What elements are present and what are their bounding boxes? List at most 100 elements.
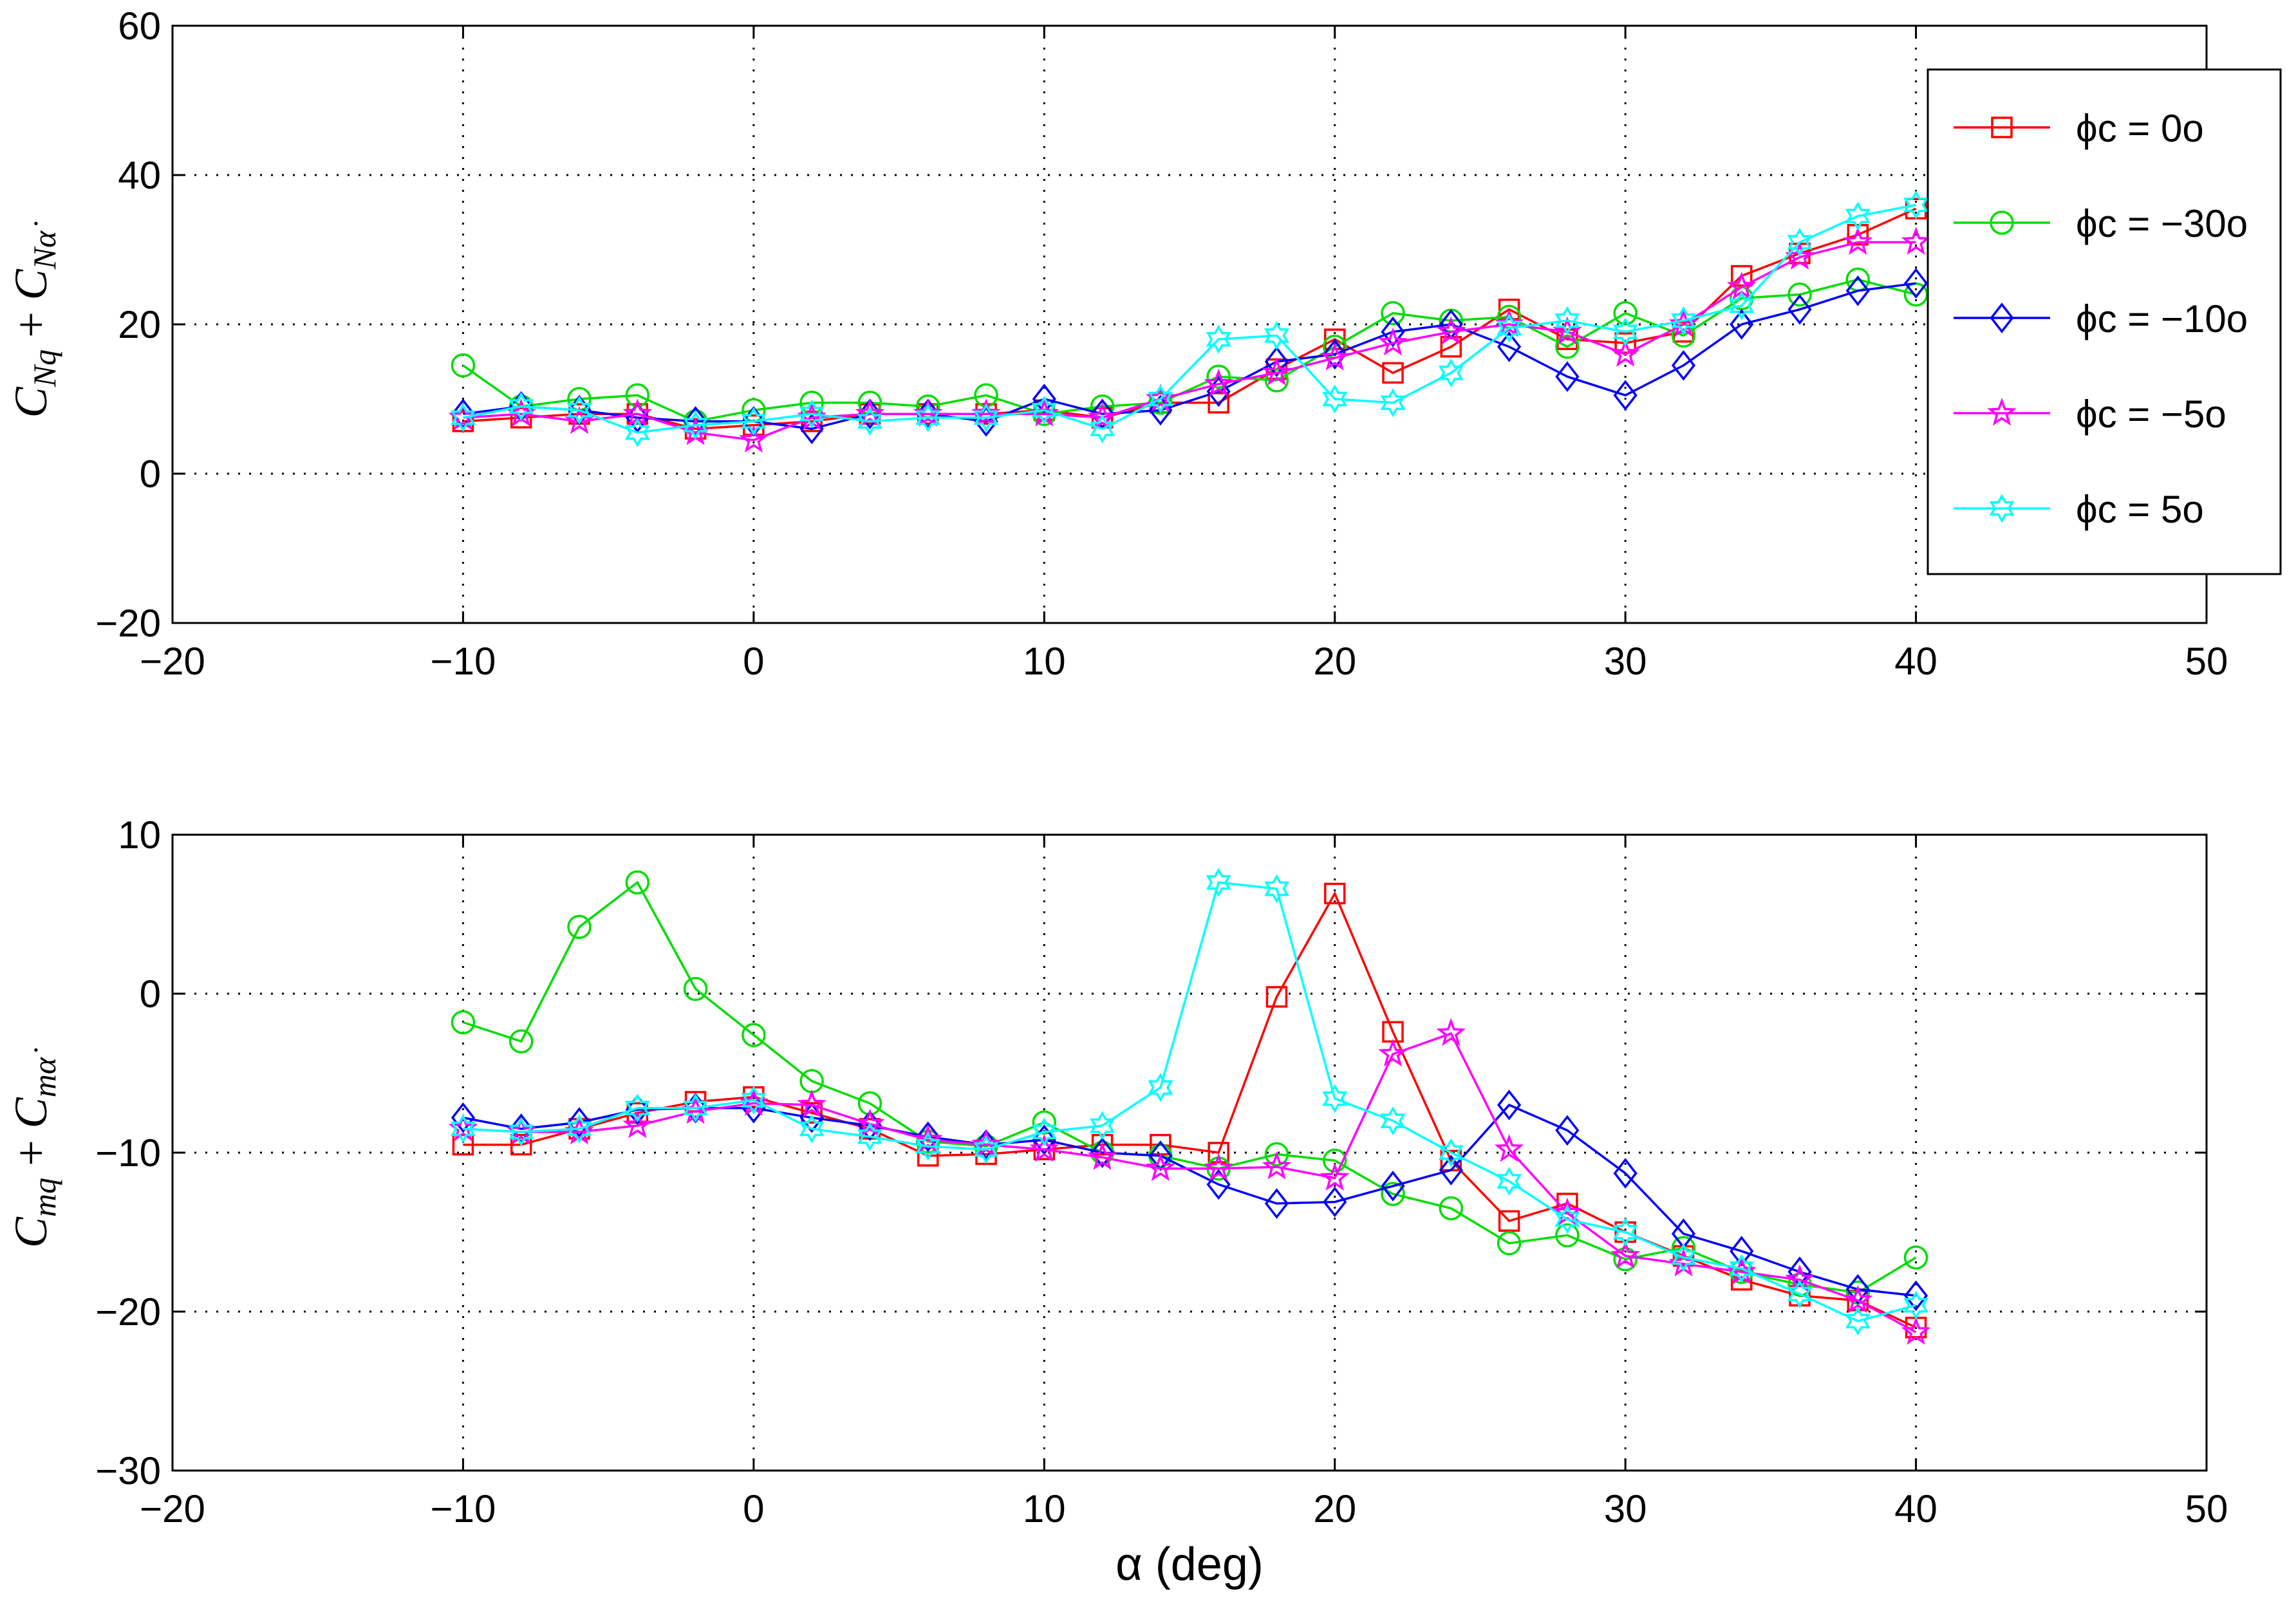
x-axis-label: α (deg) (1115, 1539, 1264, 1590)
data-point (1845, 201, 1871, 231)
series-3 (448, 227, 1931, 453)
series-4 (450, 190, 1929, 447)
data-point (1262, 357, 1292, 385)
data-point (1843, 227, 1873, 255)
data-point (1206, 364, 1231, 389)
y-tick-label: 0 (140, 452, 161, 496)
data-point (1613, 301, 1638, 326)
data-point (1146, 1153, 1175, 1182)
data-point (1497, 1090, 1522, 1120)
data-point (1497, 1231, 1522, 1256)
data-point (509, 1117, 534, 1147)
data-point (799, 399, 825, 429)
data-point (1380, 1106, 1406, 1136)
data-point (1378, 1038, 1408, 1067)
y-tick-label: −20 (95, 602, 161, 645)
data-point (451, 398, 476, 430)
data-point (913, 1124, 943, 1153)
data-point (1729, 291, 1755, 320)
data-point (1264, 368, 1289, 393)
data-point (1032, 384, 1056, 414)
x-tick-label: −10 (431, 1487, 496, 1530)
data-point (1262, 1151, 1292, 1180)
data-point (1323, 339, 1347, 370)
series-2 (451, 268, 1928, 445)
data-point (1438, 1138, 1464, 1167)
data-point (1670, 306, 1696, 335)
data-point (1901, 227, 1931, 255)
data-point (566, 395, 592, 425)
data-point (1380, 388, 1406, 418)
data-point (916, 1121, 940, 1153)
data-point (1787, 227, 1813, 257)
data-point (1845, 1306, 1871, 1336)
data-point (739, 424, 769, 453)
data-point (1264, 320, 1289, 350)
y-tick-label: 0 (140, 972, 161, 1016)
data-point (451, 1010, 476, 1035)
data-point (1204, 1153, 1233, 1182)
data-point (915, 1131, 941, 1161)
data-point (1729, 1254, 1755, 1283)
series-3 (448, 1017, 1931, 1345)
series-1 (451, 870, 1928, 1305)
data-point (1382, 362, 1404, 384)
plot-frame (171, 833, 2208, 1472)
data-point (1029, 1134, 1059, 1162)
data-point (1843, 1285, 1873, 1314)
data-point (624, 1093, 650, 1123)
data-point (797, 402, 826, 431)
data-point (567, 915, 592, 940)
data-point (1787, 1279, 1813, 1309)
data-point (799, 1114, 825, 1144)
data-point (1381, 316, 1405, 348)
x-tick-label: 10 (1023, 1487, 1066, 1530)
data-point (1613, 1158, 1638, 1189)
data-point (510, 407, 532, 429)
legend-entry: ϕc = 5o (1954, 488, 2204, 531)
legend: ϕc = 0o ϕc = −30o ϕc = −10o ϕc = −5o ϕc = 5o (1927, 68, 2282, 575)
data-point (1553, 316, 1582, 345)
data-point (1264, 346, 1289, 377)
data-point (913, 398, 943, 427)
data-point (1556, 328, 1578, 350)
data-point (1612, 317, 1638, 347)
data-point (1555, 361, 1580, 393)
data-point (1208, 392, 1229, 414)
y-axis-label: Cmq + Cmα̇ (5, 1048, 62, 1248)
data-point (1668, 309, 1699, 337)
data-point (1787, 282, 1812, 307)
data-point (683, 411, 709, 440)
data-point (1032, 1110, 1057, 1135)
data-point (683, 976, 708, 1001)
legend-marker (1989, 494, 2015, 523)
data-point (1090, 1111, 1115, 1140)
data-point (1087, 402, 1117, 431)
data-point (1090, 414, 1115, 443)
x-tick-label: 20 (1313, 1487, 1356, 1530)
data-point (1031, 395, 1057, 425)
data-point (1903, 268, 1928, 299)
data-point (1090, 398, 1115, 430)
data-point (857, 1122, 882, 1151)
data-point (1845, 1274, 1870, 1305)
legend-label: ϕc = −30o (2076, 202, 2248, 245)
data-point (625, 1094, 649, 1126)
x-tick-label: 0 (743, 640, 764, 683)
data-point (625, 870, 650, 895)
data-point (1090, 1137, 1115, 1168)
data-point (1264, 1188, 1289, 1219)
data-point (1264, 1142, 1289, 1167)
data-point (971, 398, 1001, 427)
data-point (1322, 1148, 1347, 1173)
data-point (451, 1102, 476, 1133)
data-point (1785, 1264, 1815, 1293)
series-line (462, 880, 1917, 1294)
data-point (1031, 1117, 1057, 1147)
legend-entry: ϕc = −10o (1954, 297, 2248, 340)
data-point (1381, 301, 1405, 326)
data-point (1265, 986, 1288, 1008)
series-line (463, 1032, 1917, 1333)
y-tick-label: 60 (118, 5, 161, 48)
data-point (855, 398, 885, 427)
